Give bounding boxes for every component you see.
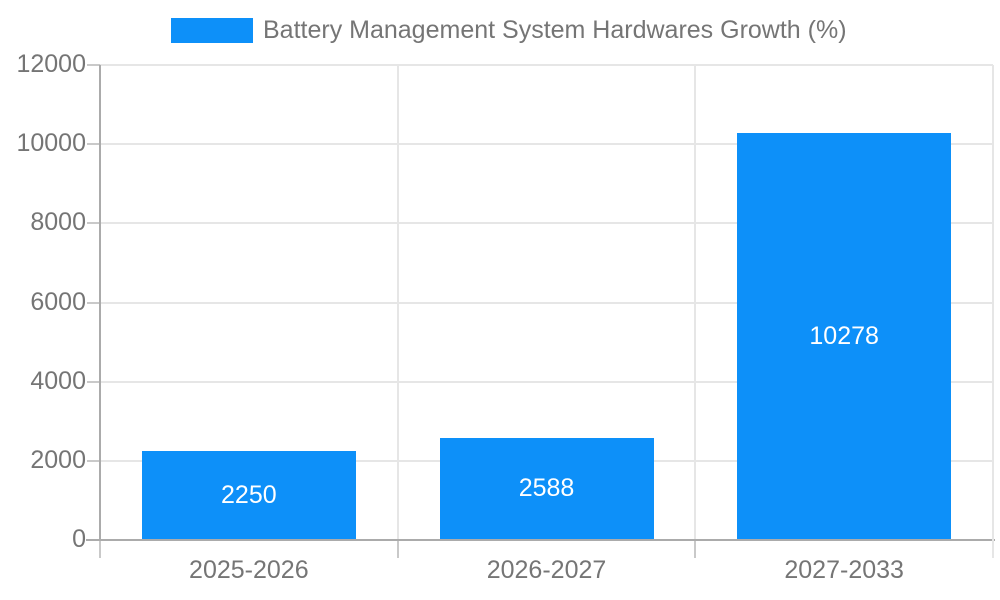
y-axis-label: 6000 — [30, 287, 86, 316]
y-gridline — [100, 143, 993, 146]
bar-value-label: 2250 — [221, 480, 277, 509]
bar[interactable]: 2588 — [439, 437, 654, 540]
y-axis-label: 12000 — [16, 50, 86, 78]
y-axis-tick — [87, 301, 100, 304]
legend-label: Battery Management System Hardwares Grow… — [263, 16, 847, 44]
y-axis-label: 4000 — [30, 366, 86, 395]
x-axis-label: 2027-2033 — [784, 556, 904, 584]
bar-value-label: 2588 — [518, 474, 575, 503]
x-axis-baseline — [86, 539, 995, 541]
x-gridline — [694, 65, 697, 540]
y-axis-tick — [87, 459, 100, 462]
y-gridline — [100, 301, 993, 304]
y-axis-label: 0 — [72, 525, 86, 553]
y-axis-label: 2000 — [30, 445, 86, 474]
y-gridline — [100, 64, 993, 66]
y-axis-tick — [87, 64, 100, 66]
y-gridline — [100, 222, 993, 225]
x-axis-tick — [396, 540, 399, 558]
y-axis-tick-extension — [99, 540, 101, 558]
y-gridline — [100, 380, 993, 383]
plot-right-border — [992, 65, 994, 558]
bar[interactable]: 10278 — [737, 133, 952, 540]
y-axis-line — [99, 65, 101, 540]
bar[interactable]: 2250 — [141, 450, 356, 540]
x-axis-label: 2026-2027 — [486, 556, 607, 584]
legend-swatch-icon — [171, 18, 253, 43]
bar-value-label: 10278 — [809, 322, 879, 351]
x-axis-label: 2025-2026 — [189, 556, 309, 584]
y-axis-tick — [87, 380, 100, 383]
y-axis-tick — [87, 222, 100, 225]
y-axis-label: 10000 — [16, 129, 86, 158]
x-axis-tick — [694, 540, 697, 558]
y-axis-tick — [87, 143, 100, 146]
legend: Battery Management System Hardwares Grow… — [171, 18, 847, 43]
x-gridline — [396, 65, 399, 540]
y-axis-label: 8000 — [30, 208, 86, 237]
